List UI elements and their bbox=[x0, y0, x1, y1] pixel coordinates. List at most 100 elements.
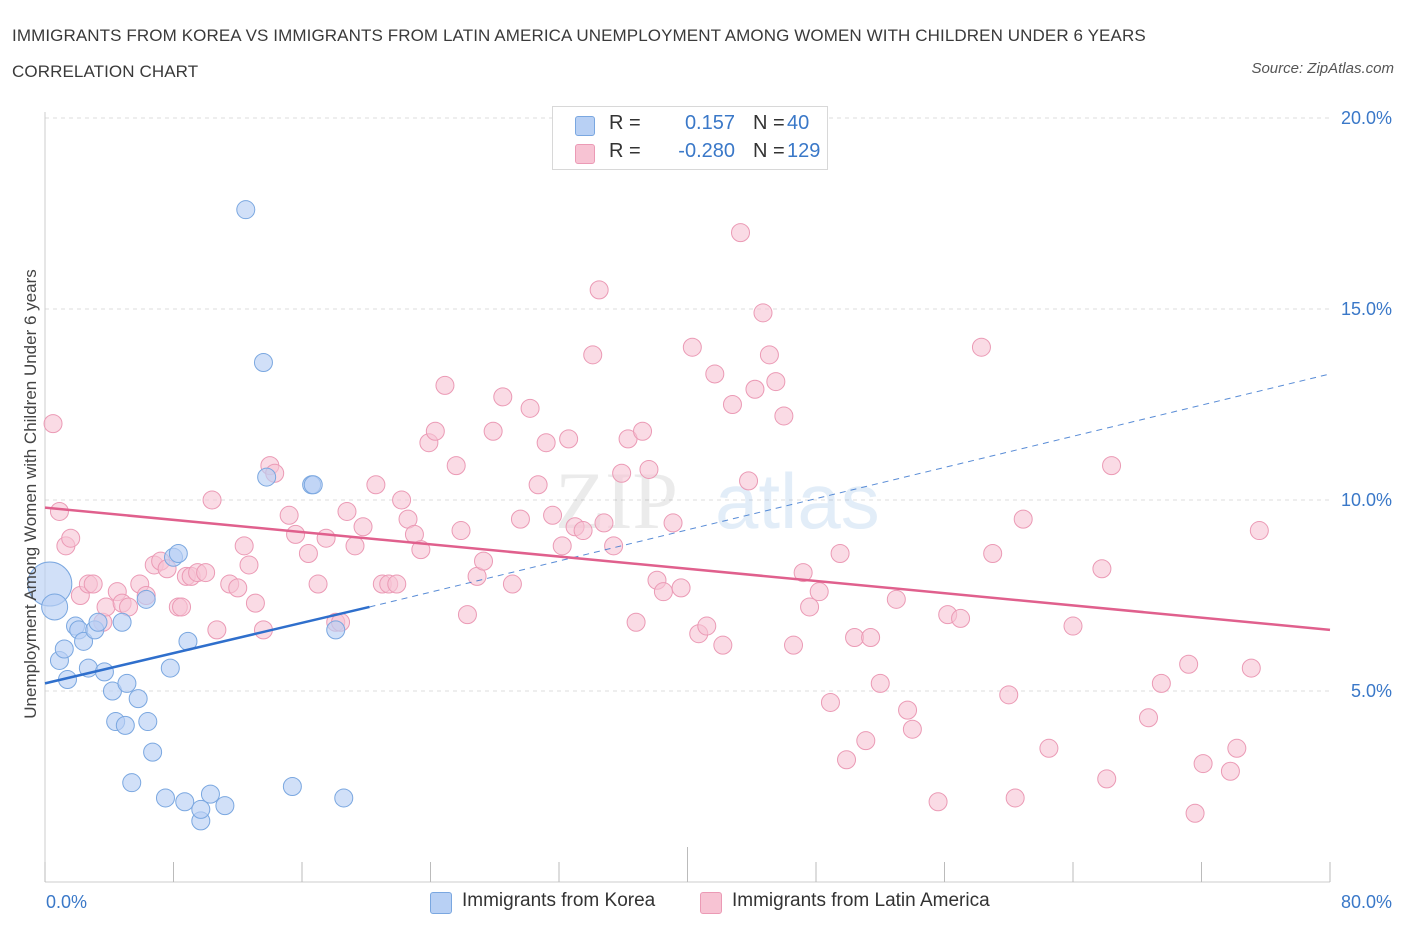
latam-point-111 bbox=[928, 792, 948, 812]
chart-title: IMMIGRANTS FROM KOREA VS IMMIGRANTS FROM… bbox=[12, 26, 1146, 81]
latam-point-64 bbox=[528, 475, 548, 495]
korea-point-15 bbox=[115, 715, 135, 735]
latam-point-92 bbox=[745, 379, 765, 399]
korea-point-26 bbox=[175, 792, 195, 812]
latam-point-72 bbox=[589, 280, 609, 300]
latam-point-62 bbox=[510, 509, 530, 529]
latam-point-122 bbox=[1097, 769, 1117, 789]
latam-point-116 bbox=[999, 685, 1019, 705]
korea-point-18 bbox=[128, 689, 148, 709]
latam-point-115 bbox=[983, 543, 1003, 563]
latam-point-47 bbox=[392, 490, 412, 510]
latam-point-22 bbox=[196, 563, 216, 583]
latam-point-66 bbox=[543, 505, 563, 525]
latam-point-104 bbox=[845, 628, 865, 648]
latam-point-83 bbox=[671, 578, 691, 598]
latam-point-110 bbox=[902, 719, 922, 739]
latam-point-35 bbox=[298, 543, 318, 563]
r-label: R = bbox=[609, 112, 641, 134]
latam-point-117 bbox=[1005, 788, 1025, 808]
latam-point-118 bbox=[1013, 509, 1033, 529]
latam-point-36 bbox=[308, 574, 328, 594]
latam-point-81 bbox=[653, 582, 673, 602]
latam-point-71 bbox=[583, 345, 603, 365]
korea-point-7 bbox=[74, 631, 94, 651]
latam-point-1 bbox=[49, 501, 69, 521]
korea-point-31 bbox=[215, 796, 235, 816]
latam-trend-line bbox=[44, 506, 1331, 632]
latam-point-56 bbox=[457, 605, 477, 625]
latam-point-123 bbox=[1102, 456, 1122, 476]
latam-point-28 bbox=[239, 555, 259, 575]
latam-point-59 bbox=[483, 421, 503, 441]
latam-point-42 bbox=[353, 517, 373, 537]
korea-legend-label: Immigrants from Korea bbox=[462, 890, 656, 911]
latam-point-127 bbox=[1185, 803, 1205, 823]
korea-point-39 bbox=[334, 788, 354, 808]
latam-point-103 bbox=[837, 750, 857, 770]
latam-legend-label: Immigrants from Latin America bbox=[732, 890, 990, 911]
stats-legend: R = 0.157 N = 40 R = -0.280 N = 129 bbox=[552, 106, 828, 170]
latam-swatch bbox=[575, 144, 595, 164]
korea-point-30 bbox=[200, 784, 220, 804]
latam-point-131 bbox=[1241, 658, 1261, 678]
watermark-atlas: atlas bbox=[715, 457, 880, 545]
r-value: -0.280 bbox=[678, 140, 735, 162]
korea-point-35 bbox=[282, 777, 302, 796]
x-tick-label-min: 0.0% bbox=[46, 892, 87, 912]
latam-point-58 bbox=[474, 551, 494, 571]
latam-point-37 bbox=[316, 528, 336, 548]
latam-point-6 bbox=[83, 574, 103, 594]
latam-point-46 bbox=[387, 574, 407, 594]
latam-point-93 bbox=[753, 303, 773, 323]
x-tick-label-max: 80.0% bbox=[1341, 892, 1392, 912]
y-tick-label-1: 10.0% bbox=[1341, 490, 1392, 510]
latam-point-3 bbox=[61, 528, 81, 548]
latam-point-94 bbox=[759, 345, 779, 365]
latam-point-50 bbox=[411, 540, 431, 560]
latam-point-130 bbox=[1227, 738, 1247, 758]
latam-point-77 bbox=[626, 612, 646, 632]
latam-point-33 bbox=[279, 505, 299, 525]
latam-point-78 bbox=[633, 421, 653, 441]
korea-trend-line bbox=[44, 605, 370, 685]
korea-point-32 bbox=[236, 200, 256, 220]
korea-swatch bbox=[430, 892, 452, 914]
latam-point-79 bbox=[639, 459, 659, 479]
latam-point-67 bbox=[552, 536, 572, 556]
latam-point-101 bbox=[820, 692, 840, 712]
latam-point-29 bbox=[245, 593, 265, 613]
n-value: 129 bbox=[787, 140, 821, 162]
latam-point-54 bbox=[446, 456, 466, 476]
korea-point-16 bbox=[117, 673, 137, 693]
korea-swatch bbox=[575, 116, 595, 136]
latam-swatch bbox=[700, 892, 722, 914]
latam-point-97 bbox=[784, 635, 804, 655]
latam-point-75 bbox=[612, 463, 632, 483]
latam-point-55 bbox=[451, 521, 471, 541]
latam-point-63 bbox=[520, 398, 540, 418]
korea-point-34 bbox=[257, 467, 277, 487]
korea-point-25 bbox=[168, 543, 188, 563]
latam-point-107 bbox=[870, 673, 890, 693]
latam-point-96 bbox=[774, 406, 794, 426]
latam-point-74 bbox=[604, 536, 624, 556]
korea-point-21 bbox=[143, 742, 163, 762]
latam-point-82 bbox=[663, 513, 683, 533]
latam-point-23 bbox=[202, 490, 222, 510]
latam-point-119 bbox=[1039, 738, 1059, 758]
latam-point-120 bbox=[1063, 616, 1083, 636]
korea-point-22 bbox=[155, 788, 175, 808]
korea-point-1 bbox=[41, 593, 69, 621]
latam-point-91 bbox=[739, 471, 759, 491]
latam-point-60 bbox=[493, 387, 513, 407]
korea-point-20 bbox=[138, 712, 158, 732]
latam-point-61 bbox=[502, 574, 522, 594]
axes bbox=[44, 112, 1331, 883]
y-tick-label-0: 5.0% bbox=[1351, 681, 1392, 701]
latam-point-73 bbox=[594, 513, 614, 533]
trend-lines bbox=[44, 373, 1331, 685]
latam-point-102 bbox=[830, 543, 850, 563]
latam-point-43 bbox=[366, 475, 386, 495]
